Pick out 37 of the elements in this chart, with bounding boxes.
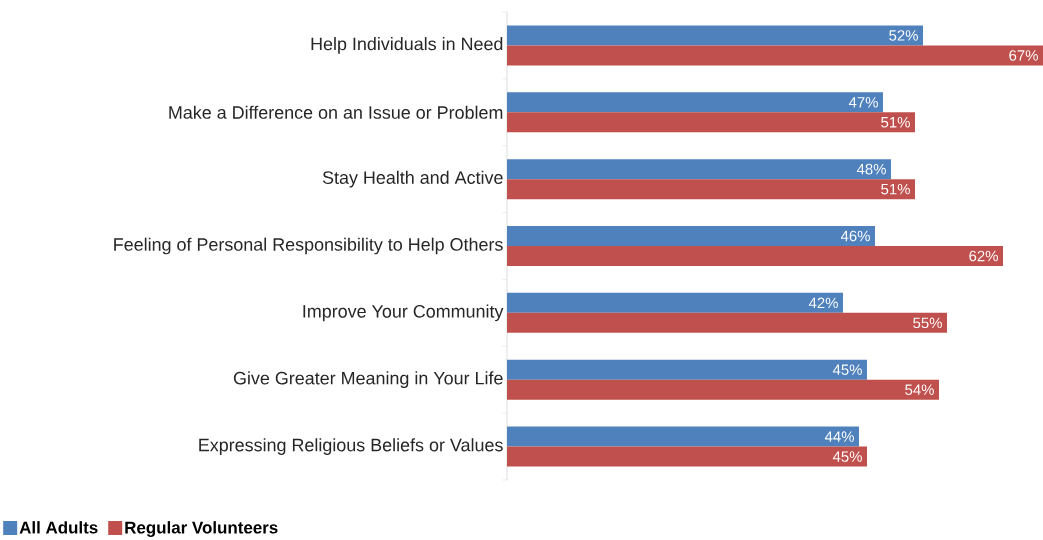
bar: [507, 159, 891, 180]
data-label: 51%: [881, 183, 910, 195]
legend-label: Regular Volunteers: [125, 521, 278, 537]
bar: [507, 179, 915, 200]
data-label: 62%: [969, 250, 998, 262]
data-label: 47%: [848, 97, 878, 108]
data-label: 46%: [840, 230, 870, 242]
y-tick-label: Improve Your Community: [303, 304, 504, 322]
bar: [507, 112, 915, 133]
bar: [507, 45, 1043, 66]
data-label: 54%: [905, 384, 934, 395]
data-label: 48%: [856, 163, 886, 175]
data-label: 51%: [881, 117, 910, 128]
bar: [507, 426, 859, 447]
bar: [507, 359, 867, 380]
bar: [507, 292, 843, 313]
bar: [507, 446, 867, 467]
legend-label: All Adults: [19, 521, 98, 534]
y-tick-label: Give Greater Meaning in Your Life: [233, 371, 503, 389]
bar: [507, 92, 883, 113]
y-tick-label: Help Individuals in Need: [311, 37, 503, 54]
y-tick-label: Make a Difference on an Issue or Problem: [169, 105, 503, 119]
y-tick-label: Stay Health and Active: [322, 170, 503, 188]
data-label: 45%: [832, 364, 862, 375]
bar: [507, 226, 875, 246]
bar: [507, 25, 923, 46]
data-label: 67%: [1009, 50, 1038, 61]
bar: [507, 379, 939, 400]
data-label: 52%: [889, 30, 918, 41]
bar: [507, 246, 1003, 266]
data-label: 44%: [824, 431, 854, 442]
y-tick-label: Feeling of Personal Responsibility to Help Others: [114, 237, 503, 255]
data-label: 45%: [832, 451, 862, 462]
y-tick-label: Expressing Religious Beliefs or Values: [199, 438, 503, 455]
data-label: 55%: [913, 317, 942, 329]
data-label: 42%: [808, 297, 838, 309]
bar: [507, 312, 947, 333]
